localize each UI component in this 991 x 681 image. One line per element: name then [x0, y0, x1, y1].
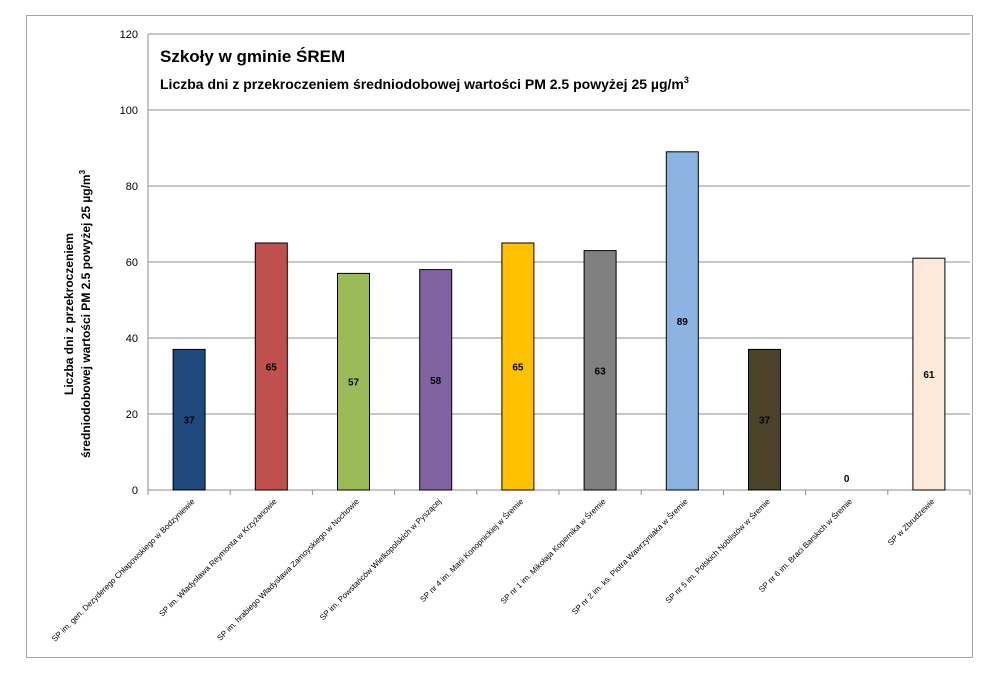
x-tick-label: SP nr 6 im. Braci Barskich w Śremie: [757, 497, 854, 594]
y-tick-label: 20: [126, 409, 138, 421]
chart-frame: [26, 15, 973, 658]
x-tick-labels: SP im. gen. Dezyderego Chłapowskiego w B…: [50, 497, 937, 644]
y-tick-label: 60: [126, 257, 138, 269]
bar: [501, 242, 535, 491]
y-tick-label: 100: [120, 105, 138, 117]
chart-title: Szkoły w gminie ŚREM: [160, 47, 345, 66]
chart-subtitle: Liczba dni z przekroczeniem średniodobow…: [160, 75, 689, 92]
bar: [419, 269, 453, 491]
title-background: [152, 38, 812, 100]
data-label: 57: [348, 378, 360, 389]
data-label: 65: [266, 363, 278, 374]
data-label: 0: [844, 474, 850, 485]
bar: [172, 348, 206, 491]
chart-subtitle-text: Liczba dni z przekroczeniem średniodobow…: [160, 76, 684, 92]
y-axis-label-superscript: 3: [78, 169, 87, 174]
data-label: 58: [430, 376, 442, 387]
y-axis-label-text: średniodobowej wartości PM 2.5 powyżej 2…: [79, 174, 93, 458]
data-label: 61: [923, 370, 935, 381]
data-labels: 37 65 57 58 65 63 89 37 0 61: [184, 317, 935, 485]
bar: [912, 257, 946, 491]
x-tick-label: SP im. gen. Dezyderego Chłapowskiego w B…: [50, 497, 197, 644]
data-label: 37: [184, 416, 196, 427]
y-tick-label: 0: [132, 485, 138, 497]
data-label: 37: [759, 416, 771, 427]
bar: [337, 272, 370, 491]
data-label: 65: [512, 363, 524, 374]
y-tick-labels: 0 20 40 60 80 100 120: [120, 29, 138, 497]
y-tick-label: 120: [120, 29, 138, 41]
data-label: 89: [677, 317, 689, 328]
x-tick-label: SP w Zbrudzewie: [886, 497, 937, 548]
bar: [748, 348, 781, 491]
y-tick-label: 40: [126, 333, 138, 345]
bar: [665, 151, 699, 491]
bar: [254, 242, 288, 491]
y-axis-label-line1: Liczba dni z przekroczeniem: [62, 233, 76, 395]
y-axis-label-line2: średniodobowej wartości PM 2.5 powyżej 2…: [78, 169, 93, 458]
data-label: 63: [595, 366, 607, 377]
bar: [583, 250, 617, 491]
bars: [172, 151, 946, 491]
x-tick-label: SP im. hrabiego Władysława Zamoyskiego w…: [215, 497, 361, 643]
chart-subtitle-superscript: 3: [684, 75, 689, 85]
y-tick-label: 80: [126, 181, 138, 193]
